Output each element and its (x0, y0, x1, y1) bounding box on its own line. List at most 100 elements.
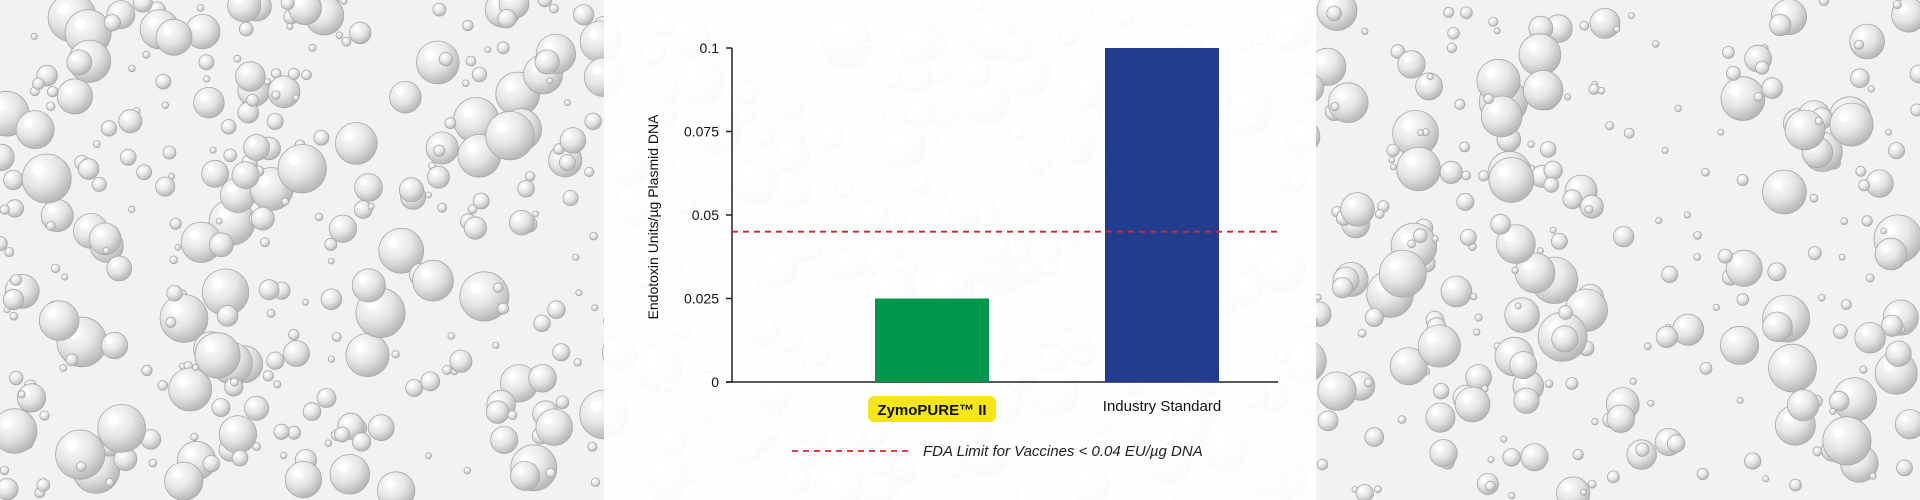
water-droplet-highlight (1482, 386, 1485, 389)
water-droplet-highlight (137, 0, 142, 2)
water-droplet (1591, 417, 1599, 426)
water-droplet-highlight (1460, 197, 1465, 201)
water-droplet (128, 64, 136, 73)
water-droplet-highlight (1529, 142, 1531, 144)
water-droplet-highlight (139, 167, 144, 172)
water-droplet-highlight (468, 221, 474, 227)
water-droplet-highlight (1750, 51, 1757, 57)
water-droplet-highlight (10, 203, 14, 208)
water-droplet-highlight (295, 0, 303, 6)
water-droplet-highlight (35, 80, 38, 83)
water-droplet (1355, 484, 1374, 500)
water-droplet-highlight (454, 354, 460, 360)
water-droplet (273, 380, 282, 389)
water-droplet-highlight (433, 138, 440, 146)
water-droplet-highlight (548, 79, 550, 81)
water-droplet-highlight (160, 382, 163, 385)
water-droplet-highlight (1515, 357, 1522, 364)
water-droplet (128, 205, 136, 214)
water-droplet-highlight (1461, 144, 1464, 147)
water-droplet-highlight (119, 452, 124, 458)
water-droplet-highlight (82, 163, 88, 168)
water-droplet-highlight (359, 276, 367, 284)
water-droplet-highlight (385, 479, 394, 489)
water-droplet-highlight (1377, 211, 1380, 214)
water-droplet-highlight (24, 118, 33, 128)
water-droplet-highlight (1764, 477, 1766, 479)
water-droplet-highlight (68, 356, 72, 360)
water-droplet-highlight (185, 449, 194, 458)
water-droplet-highlight (277, 427, 281, 431)
water-droplet-highlight (148, 18, 158, 27)
water-droplet-highlight (548, 470, 551, 473)
water-droplet-highlight (123, 152, 128, 157)
water-droplet-highlight (61, 366, 63, 368)
water-droplet-highlight (81, 221, 89, 229)
water-droplet (227, 0, 262, 23)
water-droplet-highlight (12, 374, 16, 378)
water-droplet-highlight (205, 77, 207, 79)
water-droplet-highlight (1329, 9, 1334, 13)
water-droplet-highlight (170, 304, 181, 316)
water-droplet-highlight (1703, 169, 1705, 172)
water-droplet-highlight (373, 420, 380, 426)
water-droplet (203, 75, 211, 83)
water-droplet-highlight (1814, 448, 1817, 451)
water-droplet-highlight (297, 142, 300, 145)
water-droplet (327, 355, 335, 363)
water-droplet-highlight (1334, 208, 1337, 211)
water-droplet (1549, 226, 1557, 234)
water-droplet-highlight (1867, 275, 1870, 278)
water-droplet-highlight (107, 480, 110, 482)
water-droplet (572, 253, 580, 261)
water-droplet-highlight (192, 434, 194, 437)
water-droplet-highlight (226, 151, 230, 155)
water-droplet-highlight (565, 101, 568, 103)
water-droplet-highlight (224, 122, 228, 126)
water-droplet-highlight (58, 4, 70, 15)
water-droplet-highlight (288, 24, 290, 27)
water-droplet (1508, 491, 1516, 500)
water-droplet (0, 236, 8, 251)
water-droplet-highlight (1547, 180, 1551, 184)
water-droplet-highlight (335, 220, 342, 227)
water-droplet-highlight (465, 22, 468, 25)
water-droplet-highlight (499, 44, 503, 47)
water-droplet-highlight (1881, 245, 1889, 252)
water-droplet-highlight (442, 55, 445, 59)
water-droplet-highlight (1721, 252, 1725, 256)
water-droplet-highlight (1854, 72, 1859, 77)
water-droplet-highlight (527, 173, 530, 176)
water-droplet-highlight (516, 467, 524, 475)
water-droplet-highlight (1502, 437, 1504, 439)
water-droplet-highlight (1592, 82, 1595, 85)
water-droplet-highlight (1563, 483, 1572, 492)
water-droplet (46, 101, 56, 112)
water-droplet-highlight (447, 120, 450, 123)
water-droplet-highlight (288, 154, 300, 166)
water-droplet-highlight (290, 429, 294, 432)
water-droplet-highlight (577, 291, 579, 293)
water-droplet-highlight (1778, 354, 1790, 366)
water-droplet-highlight (1748, 456, 1752, 461)
y-tick-label: 0 (711, 374, 719, 390)
water-droplet-highlight (232, 379, 234, 382)
water-droplet-highlight (588, 116, 592, 121)
water-droplet (281, 197, 290, 206)
water-droplet-highlight (555, 146, 559, 149)
water-droplet-highlight (1399, 417, 1402, 420)
water-droplet-highlight (265, 79, 268, 82)
water-droplet-highlight (1661, 434, 1667, 441)
water-droplet-highlight (1842, 219, 1844, 221)
water-droplet-highlight (432, 170, 437, 176)
water-droplet-highlight (207, 166, 214, 172)
water-droplet-highlight (94, 142, 97, 144)
water-droplet-highlight (1528, 42, 1538, 52)
water-droplet (190, 432, 199, 442)
water-droplet-highlight (1435, 445, 1442, 452)
water-droplet-highlight (7, 293, 13, 299)
water-droplet-highlight (1463, 232, 1468, 237)
water-droplet (555, 395, 570, 410)
water-droplet (471, 66, 488, 83)
